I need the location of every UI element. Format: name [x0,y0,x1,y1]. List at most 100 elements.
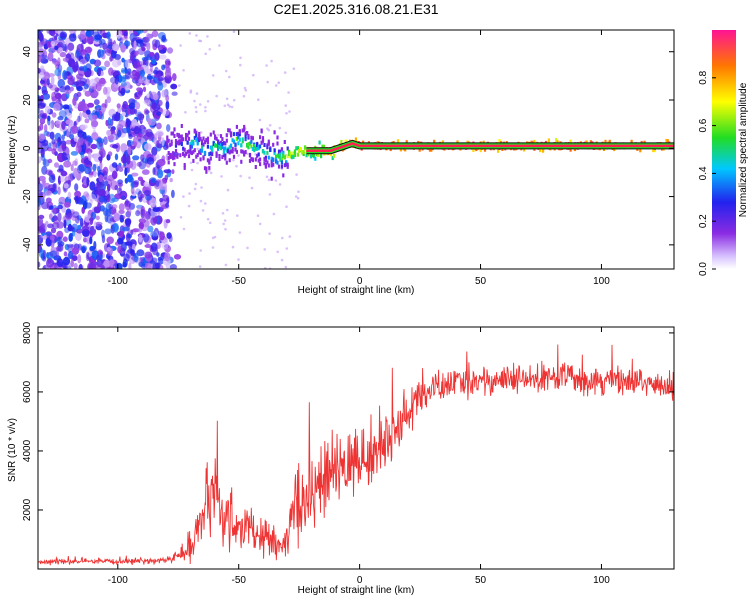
noise-blob [44,105,51,115]
noise-blob [146,42,151,51]
noise-blob [93,241,97,250]
signal-cell [276,160,279,165]
noise-blob [112,144,119,149]
snr-x-tick-label: -50 [231,575,246,586]
noise-dot [223,104,227,108]
noise-blob [123,253,130,262]
signal-cell [250,135,253,140]
noise-blob [121,111,126,117]
noise-blob [48,122,53,131]
noise-blob [165,202,170,208]
noise-dot [182,227,186,231]
signal-cell [182,137,185,142]
signal-cell [569,139,572,144]
noise-blob [51,238,55,247]
snr-y-tick-label: 2000 [22,498,33,521]
noise-blob [120,143,128,153]
spectrogram-frame [37,29,675,270]
noise-blob [68,233,73,242]
noise-dot [187,204,191,208]
signal-cell [267,141,270,146]
noise-blob [150,231,158,238]
noise-dot [195,92,199,95]
noise-blob [103,86,108,95]
noise-blob [152,167,156,176]
noise-blob [76,91,82,98]
signal-cell [251,136,254,141]
signal-cell [483,147,487,152]
signal-cell [218,145,221,149]
snr-x-tick-label: 0 [357,575,363,586]
noise-blob [136,249,145,257]
noise-blob [64,201,71,208]
noise-blob [50,40,56,47]
noise-blob [156,122,162,130]
signal-cell [263,157,266,161]
signal-cell [221,155,224,160]
noise-blob [166,47,174,54]
noise-blob [119,214,124,223]
noise-dot [280,258,284,262]
noise-blob [74,167,78,178]
colorbar: 0.0 0.2 0.4 0.6 0.8 Normalized spectral ampl… [698,30,749,276]
noise-blob [47,118,51,126]
noise-dot [206,100,210,103]
signal-cell [292,151,295,156]
noise-blob [54,92,62,100]
noise-blob [56,258,64,268]
signal-cell [234,142,237,147]
signal-cell [523,147,526,152]
signal-cell [230,143,233,148]
noise-blob [100,113,105,120]
signal-cell [247,134,250,138]
noise-blob [92,114,98,120]
signal-cell [169,152,172,157]
noise-blob [94,34,103,41]
signal-cell [246,131,249,136]
signal-cell [209,132,212,137]
signal-cell [198,138,201,143]
noise-blob [137,176,143,182]
signal-cell [497,148,500,153]
signal-cell [279,152,282,157]
signal-cell [192,141,195,146]
signal-cell [237,141,240,146]
signal-cell [228,158,231,163]
signal-cell [277,164,281,169]
noise-blob [71,247,80,255]
noise-blob [57,204,63,210]
signal-track-core [306,142,674,152]
noise-dot [274,84,278,87]
signal-cell [241,149,244,154]
noise-dot [277,81,281,84]
noise-blob [98,188,106,197]
noise-blob [51,112,57,118]
noise-blob [114,153,119,161]
noise-blob [111,197,119,202]
noise-blob [61,152,68,161]
noise-blob [93,90,100,97]
noise-dot [208,221,212,225]
signal-cell [202,155,205,160]
noise-blob [73,81,80,86]
signal-cell [259,157,262,162]
noise-blob [38,85,42,90]
signal-cell [253,144,256,148]
noise-dot [226,188,230,192]
noise-blob [148,51,155,57]
signal-cell [547,138,550,143]
noise-blob [107,117,112,126]
noise-dot [184,111,187,114]
signal-cell [257,158,260,163]
noise-blob [50,75,55,86]
noise-blob [79,77,87,85]
noise-blob [63,183,69,189]
noise-dot [268,193,272,196]
noise-dot [196,161,199,165]
noise-dot [178,84,181,87]
signal-cell [237,131,240,136]
noise-blob [152,70,159,75]
noise-blob [87,102,95,108]
noise-blob [48,205,54,210]
signal-cell [219,140,223,145]
